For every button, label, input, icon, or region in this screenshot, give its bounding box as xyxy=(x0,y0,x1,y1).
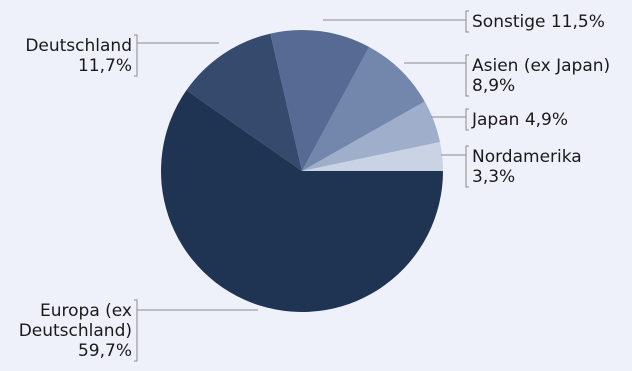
label-bracket-europa xyxy=(134,299,138,362)
slice-label-line: Japan 4,9% xyxy=(471,110,568,130)
pie-slice-deutschland xyxy=(186,33,302,172)
label-bracket-sonstige xyxy=(465,10,469,33)
slice-label-line: 11,7% xyxy=(78,56,132,76)
slice-label-line: Nordamerika xyxy=(472,147,582,167)
label-bracket-nordamerika xyxy=(465,145,469,188)
slice-label-line: Asien (ex Japan) xyxy=(472,56,610,76)
label-bracket-japan xyxy=(465,108,469,131)
leader-lines xyxy=(134,10,469,362)
slice-label-sonstige: Sonstige 11,5% xyxy=(472,12,605,32)
slice-labels: Nordamerika 3,3% Japan 4,9% Asien (ex Japan… xyxy=(19,12,610,361)
slice-label-line: Europa (ex xyxy=(40,301,132,321)
slice-label-europa: Europa (ex Deutschland) 59,7% xyxy=(19,301,132,361)
pie-slices xyxy=(160,30,443,313)
slice-label-japan: Japan 4,9% xyxy=(471,110,568,130)
slice-label-nordamerika: Nordamerika 3,3% xyxy=(472,147,582,187)
label-bracket-deutschland xyxy=(134,34,138,77)
label-bracket-asien xyxy=(465,54,469,97)
slice-label-deutschland: Deutschland 11,7% xyxy=(25,36,132,76)
pie-slice-europa xyxy=(160,90,443,313)
slice-label-line: 3,3% xyxy=(472,167,515,187)
slice-label-asien: Asien (ex Japan) 8,9% xyxy=(472,56,610,96)
slice-label-line: 8,9% xyxy=(472,76,515,96)
slice-label-line: Deutschland xyxy=(25,36,132,56)
slice-label-line: Deutschland) xyxy=(19,321,132,341)
pie-slice-asien xyxy=(302,47,425,171)
pie-slice-sonstige xyxy=(270,30,370,171)
slice-label-line: 59,7% xyxy=(78,341,132,361)
slice-label-line: Sonstige 11,5% xyxy=(472,12,605,32)
pie-slice-japan xyxy=(302,101,440,171)
pie-slice-nordamerika xyxy=(302,141,443,171)
